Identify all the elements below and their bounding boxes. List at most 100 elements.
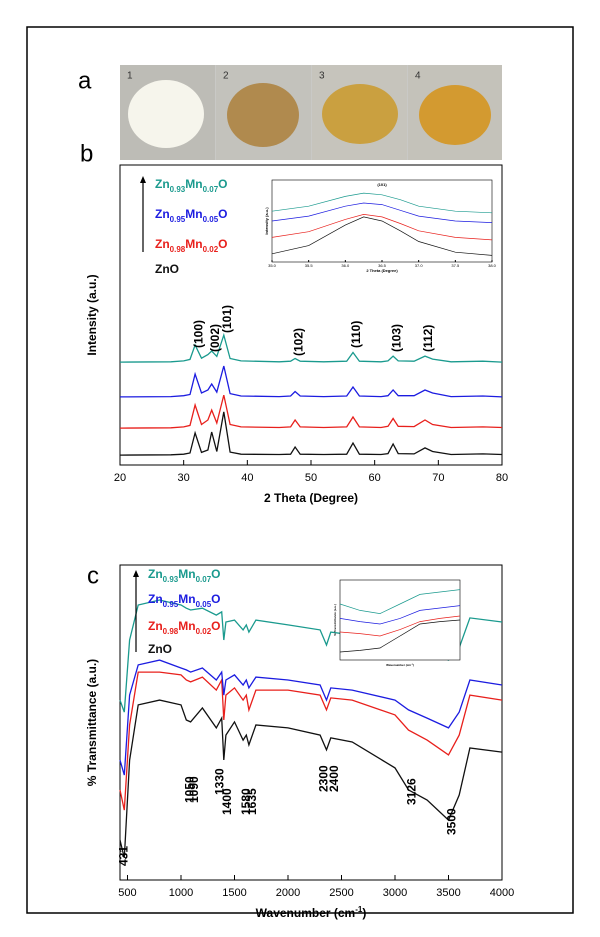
inset-title: (101) (377, 182, 387, 187)
series-line (119, 394, 503, 429)
x-axis-label: Wavenumber (cm-1) (256, 905, 367, 921)
text-run: Wavenumber (cm (256, 906, 356, 920)
series-line (119, 332, 503, 363)
peak-label: (103) (389, 324, 403, 352)
text-run: O (218, 207, 227, 221)
photo-label: 1 (127, 71, 133, 82)
text-script: 0.95 (170, 215, 186, 224)
text-run: O (218, 237, 227, 251)
y-axis-label: Intensity (a.u.) (264, 207, 269, 235)
peak-label: 1050 (183, 776, 197, 803)
photo-label: 4 (415, 71, 421, 82)
peak-label: 1400 (220, 788, 234, 815)
text-run: ZnO (148, 642, 172, 656)
x-tick-label: 37.0 (415, 263, 424, 268)
x-tick-label: 30 (178, 472, 190, 484)
panel-label: c (87, 562, 99, 589)
text-script: 0.02 (196, 627, 212, 636)
series-line (339, 589, 461, 614)
peak-label: 3500 (445, 808, 459, 835)
panel-label: a (78, 67, 92, 94)
x-tick-label: 40 (241, 472, 253, 484)
y-axis-label: % Transmittance (a.u.) (85, 659, 99, 786)
text-run: Mn (178, 619, 195, 633)
x-tick-label: 70 (432, 472, 444, 484)
text-run: Zn (155, 177, 170, 191)
x-tick-label: 4000 (490, 887, 514, 899)
figure-border (26, 26, 574, 914)
sample-powder (322, 84, 398, 144)
text-run: O (211, 567, 220, 581)
series-line (339, 619, 461, 653)
peak-label: 2400 (327, 765, 341, 792)
series-line (271, 216, 493, 256)
text-run: 2 Theta (Degree) (264, 491, 358, 505)
x-tick-label: 80 (496, 472, 508, 484)
text-script: 0.07 (196, 575, 212, 584)
text-run: 2 Theta (Degree) (366, 268, 398, 273)
x-tick-label: 1000 (169, 887, 193, 899)
series-line (119, 365, 503, 398)
sample-powder (419, 85, 491, 145)
text-run: Wavenumber (cm (386, 663, 411, 667)
x-tick-label: 36.5 (378, 263, 387, 268)
peak-label: (100) (191, 320, 205, 348)
text-run: ZnO (155, 262, 179, 276)
text-run: Zn (148, 619, 163, 633)
legend-entry: Zn0.95Mn0.05O (148, 592, 221, 608)
series-line (339, 615, 461, 637)
x-tick-label: 35.5 (305, 263, 314, 268)
legend-entry: Zn0.93Mn0.07O (148, 567, 221, 583)
y-axis-label: Intensity (a.u.) (85, 274, 99, 355)
text-run: Mn (185, 177, 202, 191)
peak-label: (101) (220, 305, 234, 333)
x-tick-label: 35.0 (268, 263, 277, 268)
text-script: 0.05 (196, 600, 212, 609)
peak-label: 431 (116, 846, 130, 866)
text-run: Zn (148, 567, 163, 581)
series-line (119, 671, 503, 811)
series-line (119, 411, 503, 456)
panel-label: b (80, 140, 93, 167)
text-script: 0.95 (163, 600, 179, 609)
series-line (119, 659, 503, 776)
text-run: Zn (148, 592, 163, 606)
legend-entry: ZnO (155, 262, 179, 276)
text-run: Mn (185, 237, 202, 251)
text-script: 0.93 (170, 185, 186, 194)
x-tick-label: 2500 (329, 887, 353, 899)
peak-label: 2300 (316, 765, 330, 792)
peak-label: 1090 (187, 776, 201, 803)
peak-label: (002) (208, 324, 222, 352)
text-run: Zn (155, 207, 170, 221)
text-run: ) (413, 663, 414, 667)
peak-label: 1580 (239, 788, 253, 815)
text-run: O (218, 177, 227, 191)
text-script: 0.02 (203, 245, 219, 254)
x-tick-label: 37.5 (451, 263, 460, 268)
photo-label: 3 (319, 71, 325, 82)
sample-powder (227, 83, 299, 147)
x-tick-label: 2000 (276, 887, 300, 899)
x-tick-label: 500 (118, 887, 136, 899)
x-tick-label: 20 (114, 472, 126, 484)
text-run: O (211, 592, 220, 606)
text-script: -1 (411, 664, 414, 666)
sample-powder (128, 80, 204, 148)
peak-label: 3126 (405, 778, 419, 805)
x-tick-label: 36.0 (341, 263, 350, 268)
series-line (271, 192, 493, 214)
peak-label: 1330 (212, 768, 226, 795)
x-tick-label: 3000 (383, 887, 407, 899)
x-axis-label: Wavenumber (cm-1) (386, 663, 414, 667)
legend-arrowhead (133, 570, 139, 577)
x-tick-label: 1500 (222, 887, 246, 899)
text-script: 0.93 (163, 575, 179, 584)
legend-entry: Zn0.95Mn0.05O (155, 207, 228, 223)
text-run: Mn (185, 207, 202, 221)
photo-label: 2 (223, 71, 229, 82)
legend-entry: Zn0.93Mn0.07O (155, 177, 228, 193)
plot-frame (339, 579, 461, 661)
text-run: ) (362, 906, 366, 920)
